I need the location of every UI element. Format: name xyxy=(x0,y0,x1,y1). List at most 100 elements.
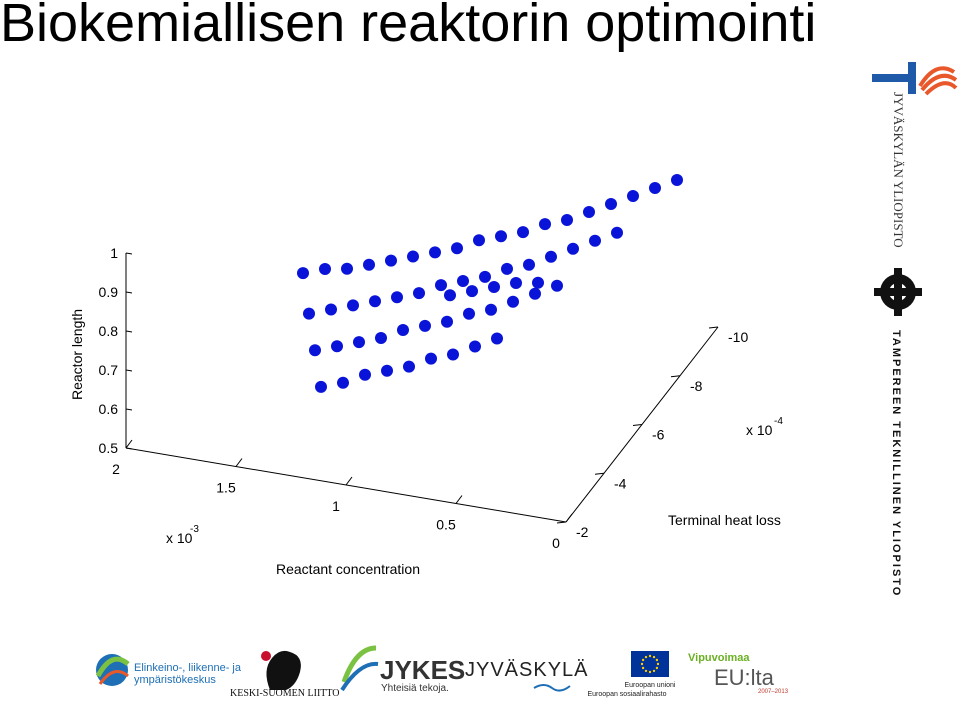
y-tick-label: -8 xyxy=(690,378,703,394)
jykes-logo: JYKES Yhteisiä tekoja. xyxy=(340,645,465,694)
eu-lta-text: EU:lta xyxy=(714,665,775,690)
data-point xyxy=(510,277,522,289)
data-point xyxy=(331,340,343,353)
z-tick-label: 0.5 xyxy=(99,440,119,456)
vipuvoimaa-text: Vipuvoimaa xyxy=(688,652,750,664)
data-point xyxy=(309,344,321,357)
jyu-logo: JYVÄSKYLÄN YLIOPISTO xyxy=(872,62,958,248)
y-multiplier: x 10 xyxy=(746,422,773,438)
data-point xyxy=(385,254,397,267)
eu-star xyxy=(652,655,656,659)
eu-star xyxy=(656,662,660,666)
tut-text: TAMPEREEN TEKNILLINEN YLIOPISTO xyxy=(890,330,902,597)
vipuvoimaa-logo: Vipuvoimaa EU:lta 2007–2013 xyxy=(688,652,789,695)
data-point xyxy=(435,279,447,292)
data-point xyxy=(473,234,485,247)
keski-suomen-logo: KESKI-SUOMEN LIITTO xyxy=(230,650,340,699)
data-point xyxy=(583,206,595,218)
y-tick-label: -6 xyxy=(652,427,665,443)
data-point xyxy=(589,234,601,247)
y-tick xyxy=(708,326,719,329)
data-point xyxy=(463,307,475,320)
y-tick xyxy=(632,424,643,426)
x-tick xyxy=(125,439,133,449)
data-point xyxy=(407,250,419,263)
data-point xyxy=(495,230,507,243)
keski-suomen-text: KESKI-SUOMEN LIITTO xyxy=(230,688,340,699)
data-point xyxy=(488,281,500,293)
data-point xyxy=(303,307,315,320)
jyvaskyla-logo: JYVÄSKYLÄ xyxy=(465,659,588,692)
data-point xyxy=(501,262,513,275)
eu-star xyxy=(655,658,659,662)
eu-logo: Euroopan unioni Euroopan sosiaalirahasto xyxy=(588,651,676,698)
x-tick-label: 0 xyxy=(552,535,560,551)
x-multiplier: x 10 xyxy=(166,530,193,546)
eu-star xyxy=(644,669,648,673)
eu-stars xyxy=(640,654,660,674)
data-point xyxy=(353,336,365,349)
data-point xyxy=(325,303,337,316)
z-tick xyxy=(125,447,133,450)
eu-line1: Euroopan unioni xyxy=(625,682,676,689)
data-point xyxy=(425,352,437,365)
data-point xyxy=(605,198,617,210)
data-point xyxy=(551,279,563,292)
z-tick xyxy=(125,252,133,255)
data-point xyxy=(341,262,353,275)
tut-logo: TAMPEREEN TEKNILLINEN YLIOPISTO xyxy=(874,268,922,597)
ely-line2: ympäristökeskus xyxy=(134,674,216,686)
y-tick xyxy=(594,472,605,475)
data-point xyxy=(315,380,327,393)
x-tick xyxy=(345,476,353,486)
jykes-name: JYKES xyxy=(380,655,465,685)
data-point xyxy=(391,291,403,304)
data-point xyxy=(466,285,478,298)
z-tick-label: 1 xyxy=(110,245,118,261)
z-tick-label: 0.7 xyxy=(99,362,119,378)
data-point xyxy=(479,270,491,283)
data-point xyxy=(447,348,459,361)
z-tick-label: 0.8 xyxy=(99,323,119,339)
data-point xyxy=(297,267,309,280)
ely-line1: Elinkeino-, liikenne- ja xyxy=(134,662,242,674)
z-tick xyxy=(125,330,133,333)
x-tick-label: 1.5 xyxy=(216,480,236,496)
y-tick-label: -2 xyxy=(576,524,589,540)
data-point xyxy=(517,226,529,239)
y-axis-label: Terminal heat loss xyxy=(668,512,781,528)
data-point xyxy=(627,190,639,202)
data-point xyxy=(671,174,683,186)
data-point xyxy=(561,214,573,226)
x-exponent: -3 xyxy=(190,524,199,535)
page-title: Biokemiallisen reaktorin optimointi xyxy=(0,0,817,53)
data-point xyxy=(369,295,381,308)
data-point xyxy=(347,299,359,312)
eu-star xyxy=(652,669,656,673)
y-tick xyxy=(670,375,681,378)
data-point xyxy=(532,276,544,289)
eu-years-text: 2007–2013 xyxy=(758,689,789,695)
ely-logo: Elinkeino-, liikenne- ja ympäristökeskus xyxy=(95,654,242,686)
data-point xyxy=(611,226,623,239)
eu-star xyxy=(648,670,652,674)
y-ticks: -2 -4 -6 -8 -10 xyxy=(556,326,748,540)
y-tick-label: -10 xyxy=(728,329,748,345)
x-tick-label: 2 xyxy=(112,461,120,477)
data-point xyxy=(539,218,551,231)
eu-star xyxy=(644,655,648,659)
data-point xyxy=(523,258,535,271)
y-tick xyxy=(556,521,567,524)
data-point xyxy=(507,295,519,308)
z-axis-label: Reactor length xyxy=(69,309,85,400)
x-tick-label: 1 xyxy=(332,498,340,514)
data-point xyxy=(649,182,661,194)
eu-star xyxy=(648,654,652,658)
z-tick xyxy=(125,369,133,372)
x-tick-label: 0.5 xyxy=(436,517,456,533)
jyu-text: JYVÄSKYLÄN YLIOPISTO xyxy=(891,92,906,248)
x-tick xyxy=(235,458,243,467)
data-point xyxy=(381,364,393,377)
data-point xyxy=(319,263,331,275)
z-tick-label: 0.9 xyxy=(99,284,119,300)
